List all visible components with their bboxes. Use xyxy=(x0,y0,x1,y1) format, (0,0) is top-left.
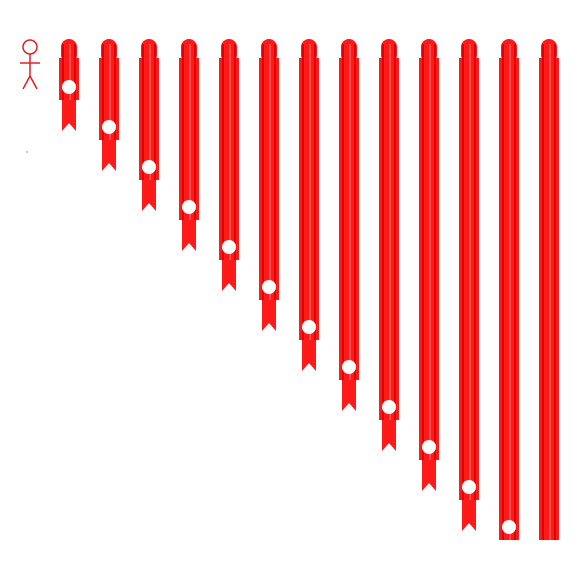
pillar xyxy=(259,39,279,331)
marker-dot xyxy=(422,440,436,454)
ribbon xyxy=(342,380,356,411)
pillar xyxy=(99,39,119,171)
ribbon xyxy=(102,140,116,171)
ribbon xyxy=(262,300,276,331)
pillars xyxy=(59,39,559,540)
ribbon xyxy=(382,420,396,451)
speck xyxy=(25,150,29,154)
pillar xyxy=(219,39,239,291)
pillar xyxy=(299,39,319,371)
figure-leg xyxy=(29,75,38,90)
ribbon xyxy=(302,340,316,371)
pillar xyxy=(539,39,559,540)
ribbon xyxy=(462,500,476,531)
pillar xyxy=(499,39,519,540)
marker-dot xyxy=(62,80,76,94)
pillar xyxy=(379,39,399,451)
figure-head xyxy=(22,39,38,55)
marker-dot xyxy=(262,280,276,294)
pillar xyxy=(339,39,359,411)
pillar xyxy=(419,39,439,491)
marker-dot xyxy=(102,120,116,134)
ribbon xyxy=(182,220,196,251)
pillar xyxy=(59,39,79,131)
stick-figure xyxy=(20,39,40,90)
marker-dot xyxy=(382,400,396,414)
figure-leg xyxy=(22,75,31,90)
pillar xyxy=(459,39,479,531)
marker-dot xyxy=(222,240,236,254)
marker-dot xyxy=(182,200,196,214)
marker-dot xyxy=(462,480,476,494)
ribbon xyxy=(222,260,236,291)
marker-dot xyxy=(502,520,516,534)
marker-dot xyxy=(142,160,156,174)
ribbon xyxy=(62,100,76,131)
pillar xyxy=(139,39,159,211)
ribbon xyxy=(142,180,156,211)
marker-dot xyxy=(302,320,316,334)
marker-dot xyxy=(342,360,356,374)
ribbon xyxy=(422,460,436,491)
pillar xyxy=(179,39,199,251)
